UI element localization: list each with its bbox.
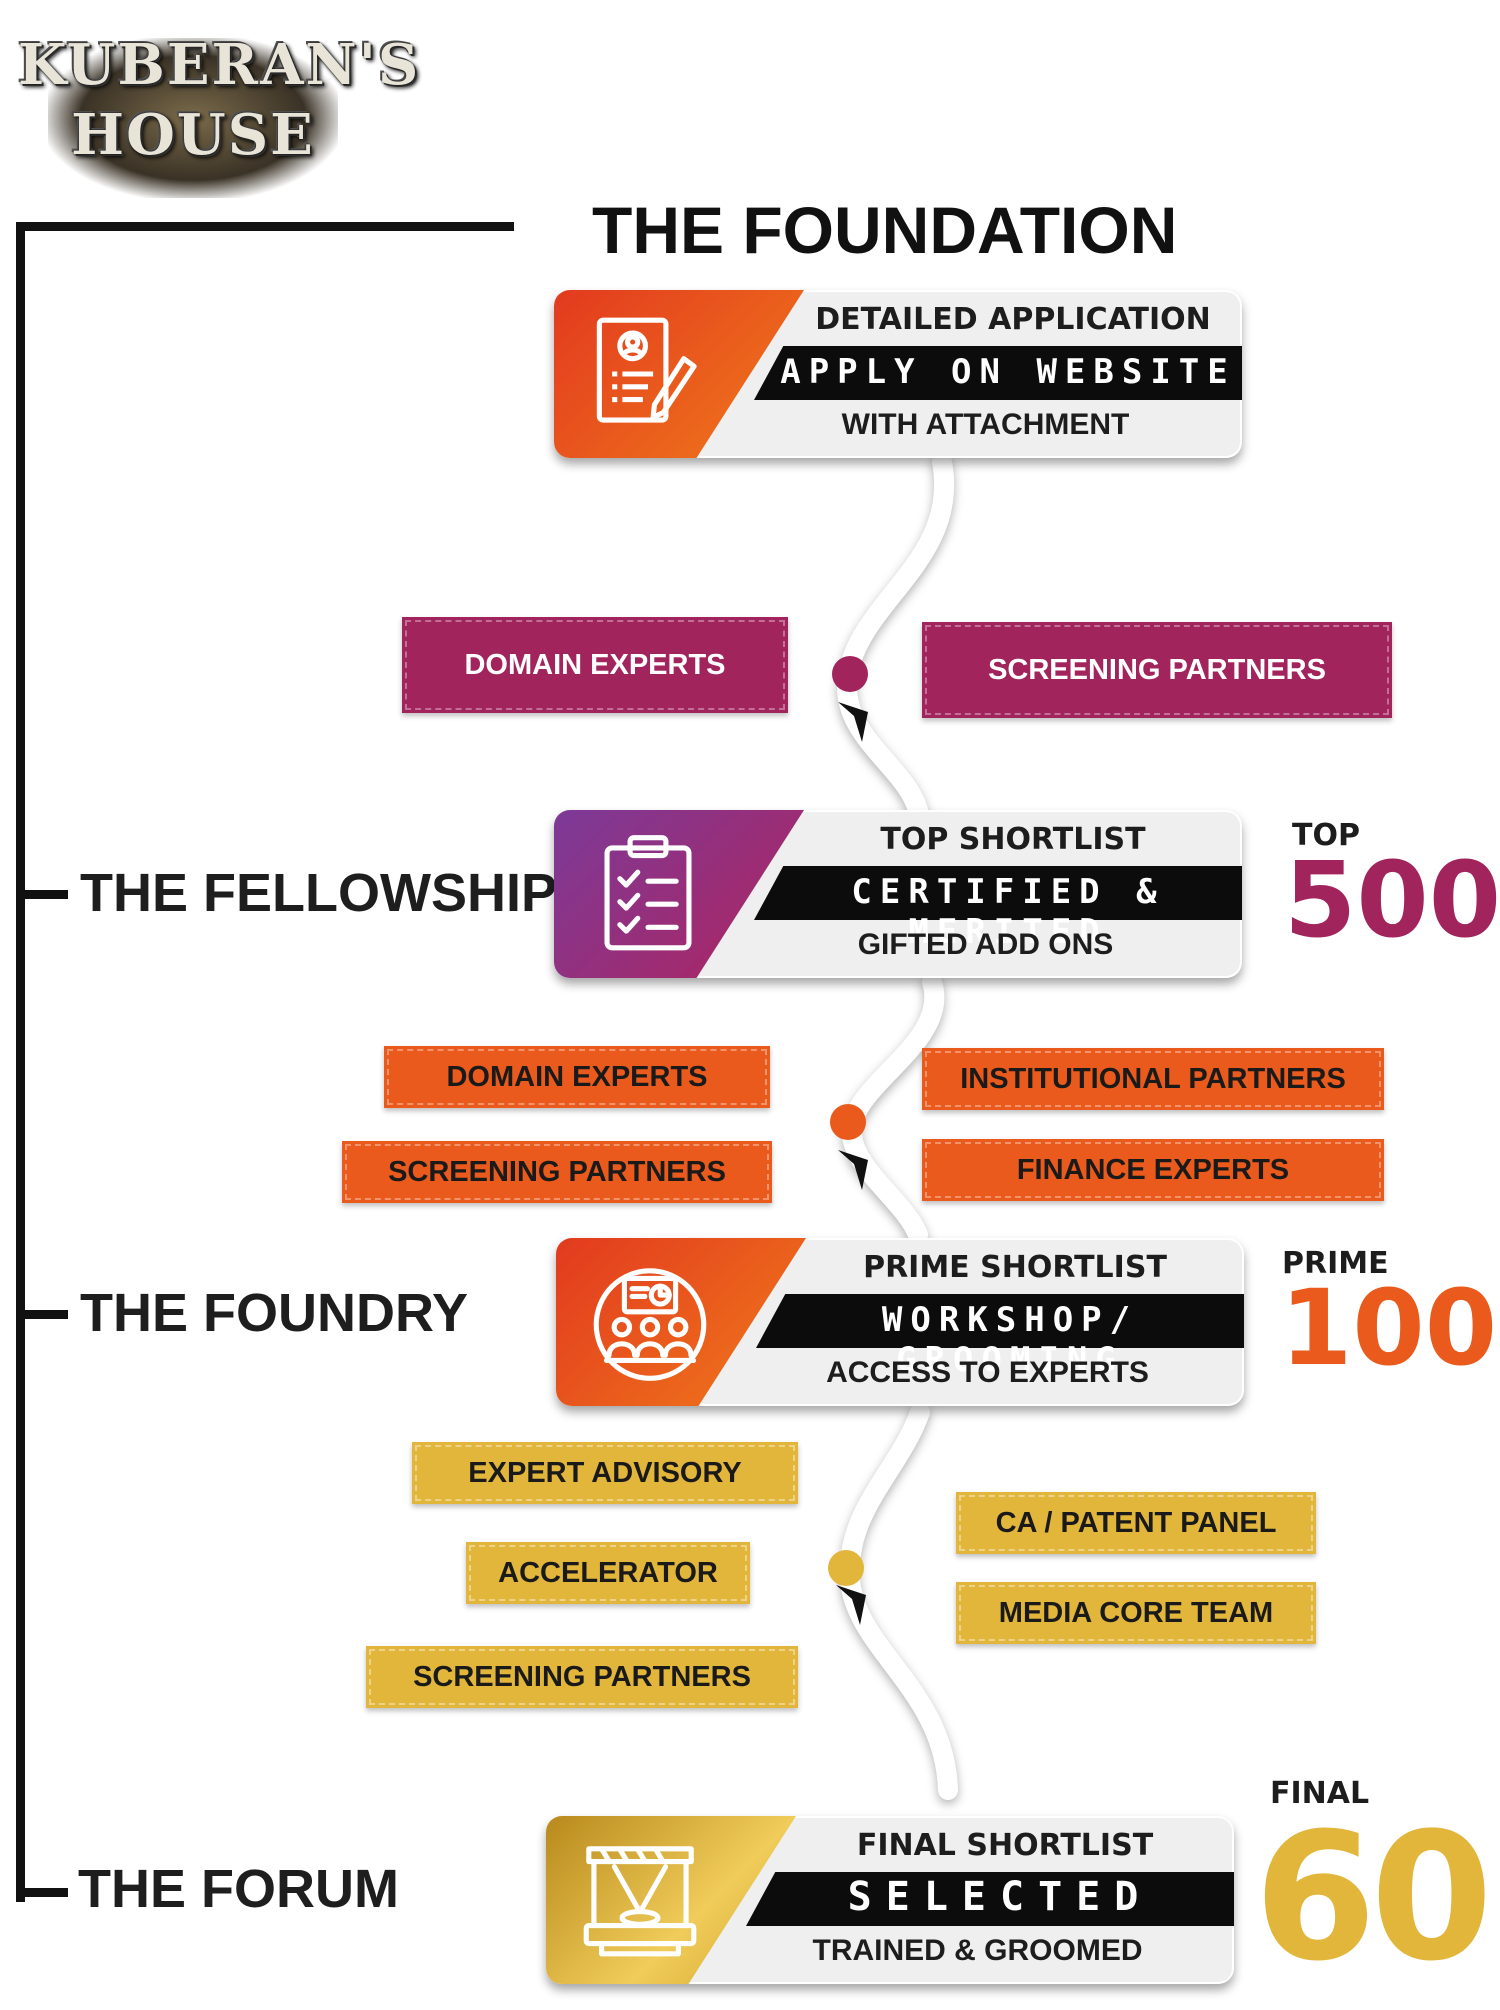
card-subtitle: GIFTED ADD ONS bbox=[857, 928, 1114, 961]
card-band-text: CERTIFIED & MERITED bbox=[851, 872, 1165, 952]
path-dot-gold bbox=[828, 1550, 864, 1586]
stage-card-top-shortlist: TOP SHORTLIST CERTIFIED & MERITED GIFTED… bbox=[554, 810, 1242, 978]
card-band-text: WORKSHOP/ GROOMING bbox=[881, 1300, 1139, 1380]
arrow-head-1 bbox=[838, 702, 868, 742]
card-title: FINAL SHORTLIST bbox=[856, 1828, 1154, 1863]
card-title: TOP SHORTLIST bbox=[880, 822, 1146, 857]
timeline-tick-forum bbox=[16, 1888, 68, 1897]
card-band-text: APPLY ON WEBSITE bbox=[780, 352, 1236, 392]
count-label-top: TOP bbox=[1292, 818, 1360, 853]
count-label-prime: PRIME bbox=[1282, 1246, 1389, 1281]
stage-label-forum: THE FORUM bbox=[78, 1859, 399, 1919]
tag-screening-partners: SCREENING PARTNERS bbox=[342, 1141, 772, 1203]
timeline-top-line bbox=[16, 222, 514, 231]
tag-expert-advisory: EXPERT ADVISORY bbox=[412, 1442, 798, 1504]
timeline-tick-foundry bbox=[16, 1310, 68, 1319]
tag-ca-patent-panel: CA / PATENT PANEL bbox=[956, 1492, 1316, 1554]
card-subtitle: WITH ATTACHMENT bbox=[841, 408, 1130, 441]
card-subtitle: TRAINED & GROOMED bbox=[812, 1934, 1143, 1967]
tag-media-core-team: MEDIA CORE TEAM bbox=[956, 1582, 1316, 1644]
tag-institutional-partners: INSTITUTIONAL PARTNERS bbox=[922, 1048, 1384, 1110]
logo-text: KUBERAN'S HOUSE bbox=[18, 32, 421, 168]
tag-domain-experts: DOMAIN EXPERTS bbox=[402, 617, 788, 713]
tag-accelerator: ACCELERATOR bbox=[466, 1542, 750, 1604]
stage-podium-icon bbox=[583, 1846, 697, 1957]
timeline-vertical-line bbox=[16, 222, 25, 1902]
card-title: PRIME SHORTLIST bbox=[863, 1250, 1167, 1285]
card-subtitle: ACCESS TO EXPERTS bbox=[826, 1356, 1149, 1389]
arrow-head-3 bbox=[836, 1585, 866, 1625]
stage-label-fellowship: THE FELLOWSHIP bbox=[80, 863, 557, 923]
tag-domain-experts: DOMAIN EXPERTS bbox=[384, 1046, 770, 1108]
application-form-icon bbox=[596, 317, 697, 423]
stage-card-final-shortlist: FINAL SHORTLIST SELECTED TRAINED & GROOM… bbox=[546, 1816, 1234, 1984]
path-dot-orange bbox=[830, 1104, 866, 1140]
card-band-text: SELECTED bbox=[847, 1874, 1153, 1920]
page-title: THE FOUNDATION bbox=[592, 193, 1178, 267]
logo: KUBERAN'S HOUSE bbox=[18, 30, 421, 205]
card-band bbox=[746, 1872, 1234, 1926]
tag-screening-partners: SCREENING PARTNERS bbox=[922, 622, 1392, 718]
clipboard-checklist-icon bbox=[604, 835, 692, 951]
count-value-500: 500 bbox=[1284, 839, 1500, 961]
stage-card-application: DETAILED APPLICATION APPLY ON WEBSITE WI… bbox=[554, 290, 1242, 458]
logo-machinery-background bbox=[48, 38, 338, 198]
count-value-60: 60 bbox=[1254, 1795, 1493, 2000]
count-label-final: FINAL bbox=[1270, 1776, 1370, 1811]
arrow-head-2 bbox=[838, 1150, 868, 1190]
tag-finance-experts: FINANCE EXPERTS bbox=[922, 1139, 1384, 1201]
card-band bbox=[754, 866, 1242, 920]
tag-screening-partners: SCREENING PARTNERS bbox=[366, 1646, 798, 1708]
stage-label-foundry: THE FOUNDRY bbox=[80, 1283, 468, 1343]
workshop-presentation-icon bbox=[593, 1268, 707, 1381]
stage-card-prime-shortlist: PRIME SHORTLIST WORKSHOP/ GROOMING ACCES… bbox=[556, 1238, 1244, 1406]
count-value-100: 100 bbox=[1280, 1267, 1498, 1389]
timeline-tick-fellowship bbox=[16, 890, 68, 899]
card-title: DETAILED APPLICATION bbox=[815, 302, 1211, 337]
card-band bbox=[754, 346, 1242, 400]
path-dot-purple bbox=[832, 656, 868, 692]
card-band bbox=[756, 1294, 1244, 1348]
